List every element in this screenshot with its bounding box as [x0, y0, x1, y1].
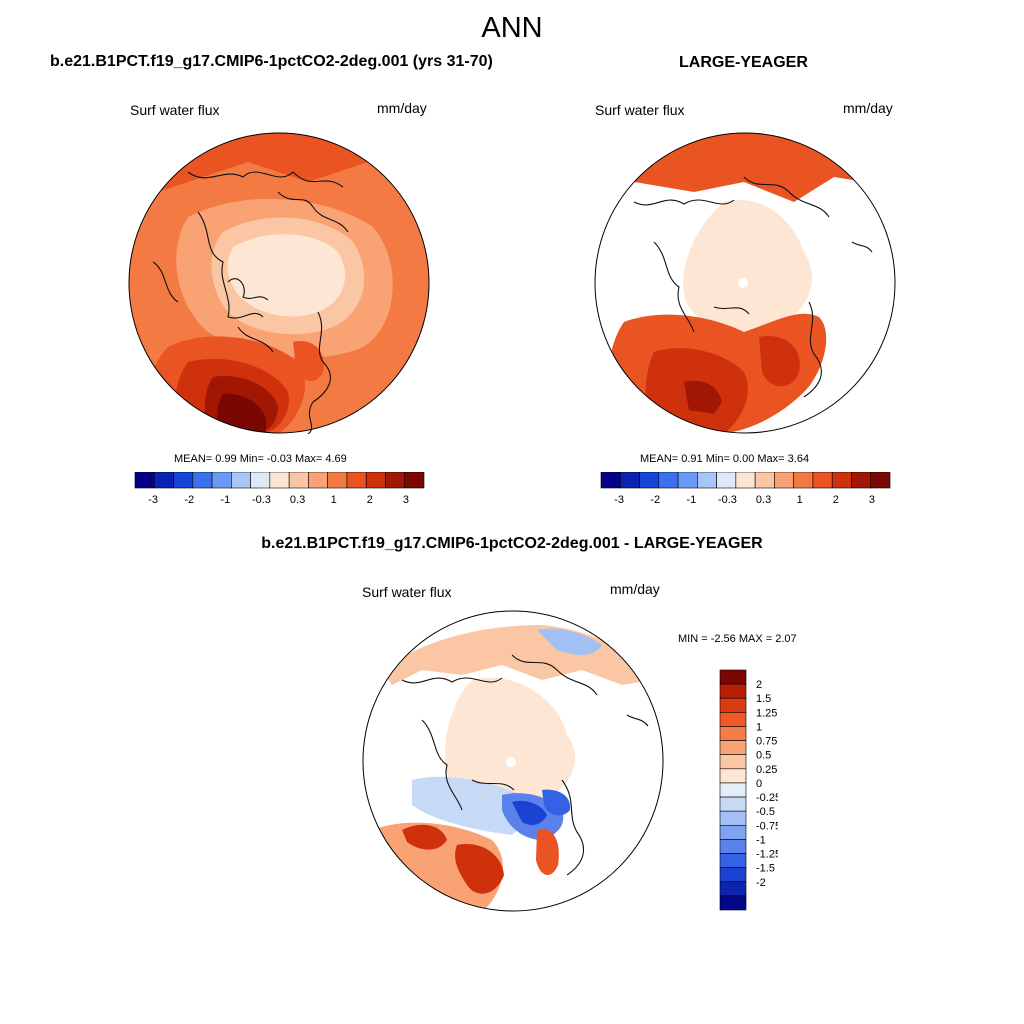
left-colorbar-swatch	[288, 472, 309, 489]
left-stats: MEAN= 0.99 Min= -0.03 Max= 4.69	[174, 453, 347, 465]
difference-colorbar-swatch	[719, 867, 747, 883]
right-colorbar-tick-label: -1	[686, 494, 696, 506]
left-panel-title: b.e21.B1PCT.f19_g17.CMIP6-1pctCO2-2deg.0…	[50, 53, 493, 70]
left-colorbar-tick-label: 3	[403, 494, 409, 506]
left-colorbar-tick-label: 0.3	[290, 494, 305, 506]
left-colorbar-swatch	[250, 472, 271, 489]
right-variable-label: Surf water flux	[595, 102, 685, 118]
right-colorbar-swatch	[812, 472, 833, 489]
right-panel-title: LARGE-YEAGER	[679, 54, 808, 71]
left-colorbar-swatch	[231, 472, 251, 489]
difference-colorbar-tick-label: -0.25	[756, 792, 778, 804]
left-units-label: mm/day	[377, 100, 427, 116]
difference-colorbar-swatch	[719, 839, 747, 854]
difference-colorbar-tick-label: -0.5	[756, 806, 775, 818]
difference-colorbar-swatch	[719, 712, 747, 727]
difference-colorbar-tick-label: 1.5	[756, 693, 771, 705]
left-colorbar-swatch	[385, 472, 406, 489]
right-colorbar-swatch	[677, 472, 698, 489]
right-units-label: mm/day	[843, 100, 893, 116]
right-stats: MEAN= 0.91 Min= 0.00 Max= 3.64	[640, 453, 810, 465]
difference-colorbar-swatch	[719, 796, 747, 812]
right-colorbar-swatch	[735, 472, 756, 489]
right-colorbar-swatch	[658, 472, 679, 489]
difference-colorbar-swatch	[719, 697, 747, 713]
right-colorbar-swatch	[754, 472, 775, 489]
right-colorbar-swatch	[619, 472, 640, 489]
right-colorbar-tick-label: 2	[833, 494, 839, 506]
diff-stats: MIN = -2.56 MAX = 2.07	[678, 633, 797, 645]
difference-colorbar-tick-label: 0.75	[756, 736, 777, 748]
left-colorbar-swatch	[327, 472, 348, 489]
left-colorbar-swatch	[211, 472, 232, 489]
difference-colorbar-swatch	[719, 810, 747, 826]
difference-colorbar-tick-label: -2	[756, 877, 766, 889]
difference-colorbar-swatch	[719, 740, 747, 756]
diff-units-label: mm/day	[610, 581, 660, 597]
difference-colorbar-swatch	[719, 726, 747, 741]
right-colorbar-tick-label: -3	[614, 494, 624, 506]
difference-colorbar-swatch	[719, 853, 747, 868]
left-colorbar-tick-label: -1	[220, 494, 230, 506]
left-colorbar-swatch	[192, 472, 213, 489]
left-variable-label: Surf water flux	[130, 102, 220, 118]
right-colorbar-swatch	[831, 472, 852, 489]
left-polar-map	[128, 132, 430, 434]
difference-colorbar-tick-label: -1.5	[756, 863, 775, 875]
left-colorbar-swatch	[404, 472, 425, 489]
difference-colorbar-tick-label: -0.75	[756, 820, 778, 832]
left-colorbar: -3 -2 -1 -0.3 0.3 1 2 3	[134, 472, 425, 506]
left-colorbar-swatch	[153, 472, 174, 489]
right-colorbar-swatch	[600, 472, 621, 489]
right-colorbar-tick-label: 3	[869, 494, 875, 506]
right-colorbar-tick-label: 1	[797, 494, 803, 506]
left-colorbar-swatch	[365, 472, 386, 489]
difference-colorbar-tick-label: -1	[756, 834, 766, 846]
difference-panel-title: b.e21.B1PCT.f19_g17.CMIP6-1pctCO2-2deg.0…	[261, 535, 763, 552]
figure-title: ANN	[481, 12, 543, 44]
right-colorbar: -3 -2 -1 -0.3 0.3 1 2 3	[600, 472, 891, 506]
left-colorbar-tick-label: -3	[148, 494, 158, 506]
diff-variable-label: Surf water flux	[362, 584, 452, 600]
left-colorbar-swatch	[308, 472, 328, 489]
left-colorbar-swatch	[173, 472, 194, 489]
difference-colorbar: 2 1.5 1.25 1 0.75 0.5 0.25 0 -0.25 -0.5 -0.75 -1 -1.…	[719, 669, 778, 911]
right-colorbar-swatch	[793, 472, 814, 489]
difference-colorbar-tick-label: 1.25	[756, 707, 777, 719]
difference-colorbar-swatch	[719, 754, 747, 770]
left-colorbar-swatch	[269, 472, 290, 489]
difference-colorbar-swatch	[719, 782, 747, 798]
right-colorbar-swatch	[716, 472, 737, 489]
right-colorbar-swatch	[870, 472, 891, 489]
right-colorbar-tick-label: -0.3	[718, 494, 737, 506]
difference-colorbar-swatch	[719, 683, 747, 699]
difference-colorbar-swatch	[719, 768, 747, 784]
difference-colorbar-swatch	[719, 824, 747, 840]
right-colorbar-swatch	[851, 472, 872, 489]
difference-polar-map	[362, 610, 664, 912]
left-colorbar-tick-label: 1	[331, 494, 337, 506]
difference-colorbar-tick-label: -1.25	[756, 849, 778, 861]
right-colorbar-tick-label: -2	[650, 494, 660, 506]
difference-colorbar-swatch	[719, 669, 747, 685]
right-polar-map	[594, 132, 896, 434]
difference-colorbar-swatch	[719, 881, 747, 897]
left-colorbar-tick-label: -2	[184, 494, 194, 506]
right-colorbar-swatch	[697, 472, 717, 489]
right-colorbar-swatch	[639, 472, 660, 489]
difference-colorbar-tick-label: 1	[756, 721, 762, 733]
difference-colorbar-swatch	[719, 895, 747, 911]
difference-colorbar-tick-label: 0.25	[756, 764, 777, 776]
right-colorbar-swatch	[774, 472, 794, 489]
right-colorbar-tick-label: 0.3	[756, 494, 771, 506]
difference-colorbar-tick-label: 0	[756, 778, 762, 790]
left-colorbar-tick-label: -0.3	[252, 494, 271, 506]
difference-colorbar-tick-label: 2	[756, 679, 762, 691]
left-colorbar-tick-label: 2	[367, 494, 373, 506]
difference-colorbar-tick-label: 0.5	[756, 750, 771, 762]
left-colorbar-swatch	[346, 472, 367, 489]
left-colorbar-swatch	[134, 472, 155, 489]
